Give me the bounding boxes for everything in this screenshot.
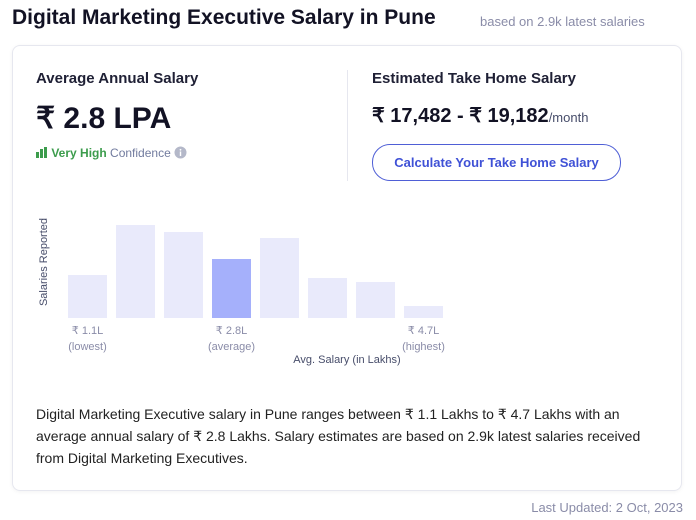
calculate-button[interactable]: Calculate Your Take Home Salary	[372, 144, 621, 181]
bar	[260, 238, 299, 318]
confidence-level: Very High	[51, 146, 107, 160]
divider	[347, 70, 348, 181]
last-updated: Last Updated: 2 Oct, 2023	[531, 500, 683, 515]
x-tick-note: (lowest)	[68, 341, 107, 353]
x-tick-label: ₹ 1.1L	[72, 325, 103, 337]
x-tick-note: (highest)	[402, 341, 445, 353]
description: Digital Marketing Executive salary in Pu…	[36, 406, 641, 466]
x-axis-label: Avg. Salary (in Lakhs)	[293, 354, 400, 366]
bar	[356, 282, 395, 318]
bar	[308, 278, 347, 318]
y-axis-label: Salaries Reported	[38, 218, 50, 306]
confidence: Very High Confidence	[36, 146, 187, 160]
takehome-unit: /month	[548, 110, 589, 125]
info-icon[interactable]	[174, 146, 187, 159]
takehome-value: ₹ 17,482 - ₹ 19,182/month	[372, 103, 588, 128]
bar	[116, 225, 155, 318]
bar	[212, 259, 251, 318]
bar	[164, 232, 203, 318]
x-tick-label: ₹ 2.8L	[216, 325, 247, 337]
bar	[68, 275, 107, 318]
page-title: Digital Marketing Executive Salary in Pu…	[12, 6, 436, 29]
salary-card	[12, 45, 682, 491]
bar	[404, 306, 443, 318]
x-tick-label: ₹ 4.7L	[408, 325, 439, 337]
subtitle: based on 2.9k latest salaries	[480, 14, 645, 29]
histogram: ₹ 1.1L (lowest) ₹ 2.8L (average) ₹ 4.7L (high…	[38, 218, 445, 366]
confidence-icon	[36, 147, 47, 158]
takehome-range: ₹ 17,482 - ₹ 19,182	[372, 105, 549, 127]
avg-label: Average Annual Salary	[36, 70, 199, 87]
x-tick-note: (average)	[208, 341, 255, 353]
avg-value: ₹ 2.8 LPA	[36, 102, 172, 135]
takehome-label: Estimated Take Home Salary	[372, 70, 576, 87]
confidence-text: Confidence	[110, 146, 171, 160]
